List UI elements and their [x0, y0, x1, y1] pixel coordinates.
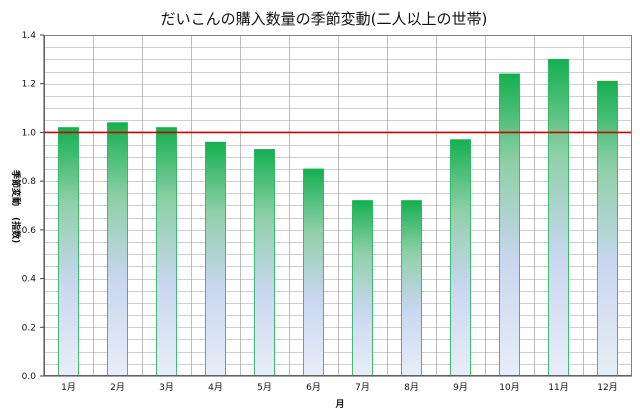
x-axis-label: 月: [334, 399, 344, 410]
x-tick-label: 12月: [597, 382, 617, 393]
y-axis-label: 季節変動 (指数): [10, 169, 22, 243]
x-tick-label: 1月: [61, 382, 76, 393]
x-tick-label: 11月: [548, 382, 568, 393]
y-tick-label: 1.2: [22, 80, 36, 90]
x-tick-label: 2月: [110, 382, 125, 393]
bar-4: [205, 141, 226, 377]
plot-area: 0.0 0.2 0.4 0.6 0.8 1.0 1.2 1.4 1月 2月 3月 4月 5月 6月 7月 8月…: [22, 31, 632, 393]
x-tick-label: 10月: [499, 382, 519, 393]
bar-2: [107, 122, 128, 377]
x-tick-label: 5月: [257, 382, 272, 393]
x-tick-label: 3月: [159, 382, 174, 393]
y-tick-label: 0.0: [22, 372, 37, 382]
x-tick-label: 6月: [306, 382, 321, 393]
bar-11: [548, 59, 569, 377]
y-tick-label: 0.4: [22, 275, 37, 285]
bar-12: [597, 80, 618, 377]
chart-title: だいこんの購入数量の季節変動(二人以上の世帯): [161, 10, 488, 28]
y-tick-label: 1.0: [22, 128, 37, 138]
y-tick-label: 0.8: [22, 177, 37, 187]
bar-3: [156, 127, 177, 377]
bar-5: [254, 149, 275, 377]
bar-8: [401, 200, 422, 377]
bar-6: [303, 168, 324, 377]
bar-9: [450, 139, 471, 377]
y-tick-label: 0.2: [22, 323, 36, 333]
y-axis-label-main: 季節変動: [10, 169, 22, 206]
y-axis-label-sub: (指数): [10, 217, 22, 243]
x-tick-label: 7月: [355, 382, 370, 393]
x-tick-label: 9月: [453, 382, 468, 393]
x-tick-label: 4月: [208, 382, 223, 393]
bar-1: [58, 127, 79, 377]
bar-7: [352, 200, 373, 377]
x-tick-label: 8月: [404, 382, 419, 393]
bar-10: [499, 73, 520, 377]
y-tick-label: 1.4: [22, 31, 37, 41]
y-tick-label: 0.6: [22, 226, 37, 236]
